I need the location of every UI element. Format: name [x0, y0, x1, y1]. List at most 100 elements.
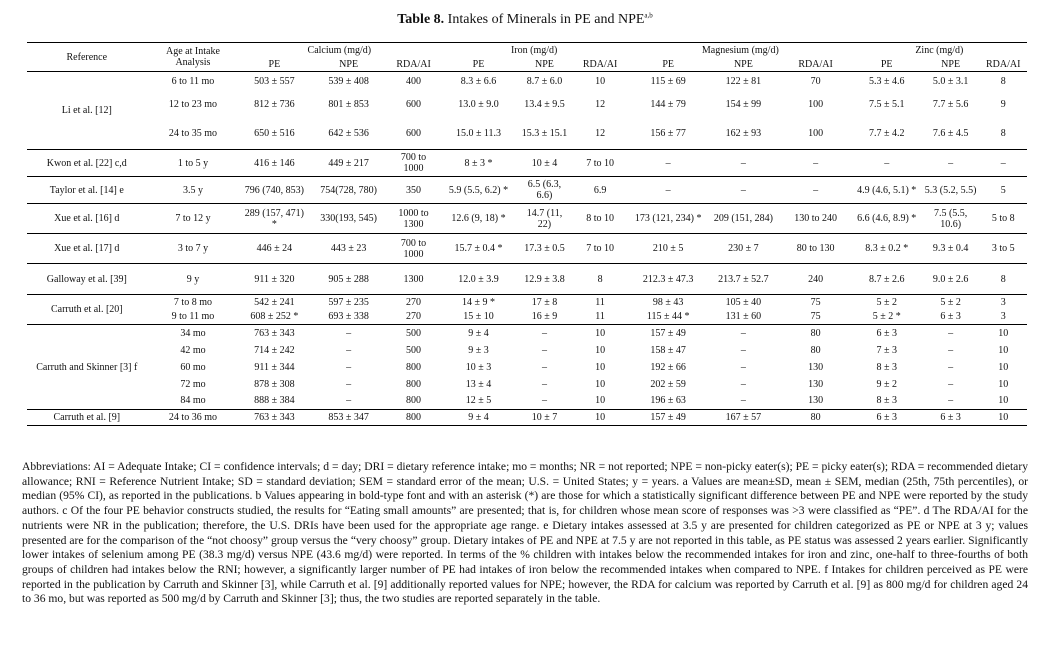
reference-cell: Xue et al. [17] d	[27, 233, 147, 264]
reference-cell: Li et al. [12]	[27, 71, 147, 150]
value-cell: 130	[808, 395, 824, 407]
value-cell: 13 ± 4	[465, 378, 492, 390]
value-cell: –	[541, 378, 547, 390]
value-cell: 80	[779, 324, 852, 342]
value-cell: 7.6 ± 4.5	[932, 127, 969, 139]
value-cell: 5.0 ± 3.1	[921, 71, 980, 92]
value-cell: 9.0 ± 2.6	[921, 263, 980, 295]
value-cell: 8 to 10	[571, 203, 629, 234]
reference-cell: Kwon et al. [22] c,d	[27, 149, 147, 177]
value-cell: 7 ± 3	[876, 344, 897, 356]
value-cell: –	[740, 361, 746, 373]
value-cell: 6.5 (6.3, 6.6)	[517, 176, 572, 204]
value-cell: –	[541, 395, 547, 407]
value-cell: 6 ± 3	[851, 324, 922, 342]
value-cell: 10	[998, 395, 1009, 407]
value-cell: –	[948, 361, 954, 373]
value-cell: –	[707, 149, 780, 177]
value-cell: 1300	[387, 263, 440, 295]
value-cell: –	[948, 378, 954, 390]
value-cell: 70	[779, 71, 852, 92]
value-cell: 158 ± 47	[650, 344, 686, 356]
subheader: NPE	[921, 57, 980, 72]
value-cell: 10	[595, 378, 606, 390]
reference-cell: Carruth et al. [9]	[27, 409, 147, 426]
age-cell: 84 mo	[180, 395, 206, 407]
value-cell: 210 ± 5	[628, 233, 708, 264]
value-cell: 13.4 ± 9.5	[524, 99, 565, 110]
value-cell: –	[707, 176, 780, 204]
header-age: Age at Intake Analysis	[146, 42, 240, 72]
value-cell: –	[628, 176, 708, 204]
value-cell: 130	[808, 361, 824, 373]
table-body: Li et al. [12] 6 to 11 mo 503 ± 557 539 ± 4…	[27, 71, 1027, 426]
value-cell: 80 to 130	[779, 233, 852, 264]
value-cell: 9 ± 4	[439, 324, 518, 342]
reference-cell: Taylor et al. [14] e	[27, 176, 147, 204]
value-cell: 10	[998, 378, 1009, 390]
value-cell: –	[740, 378, 746, 390]
value-cell: 15.0 ± 11.3	[455, 127, 502, 139]
value-cell: –	[346, 361, 352, 373]
value-cell: 157 ± 49	[628, 409, 708, 426]
value-cell: 105 ± 40	[707, 294, 780, 310]
value-cell: 14.7 (11, 22)	[517, 203, 572, 234]
value-cell: 270	[387, 294, 440, 310]
value-cell: 911 ± 320	[239, 263, 310, 295]
table-row: Carruth et al. [20] 7 to 8 mo 542 ± 241 597…	[27, 294, 1027, 325]
value-cell: –	[979, 149, 1027, 177]
value-cell: 8.3 ± 6.6	[439, 71, 518, 92]
value-cell: 131 ± 60	[725, 311, 762, 323]
value-cell: 196 ± 63	[650, 395, 686, 407]
value-cell: 8	[571, 263, 629, 295]
value-cell: –	[779, 176, 852, 204]
value-cell: 6 ± 3	[940, 311, 961, 323]
value-cell: 10	[998, 361, 1009, 373]
value-cell: 9 ± 4	[439, 409, 518, 426]
table-row: Galloway et al. [39] 9 y 911 ± 320 905 ± 28…	[27, 263, 1027, 295]
reference-cell: Carruth et al. [20]	[27, 294, 147, 325]
value-cell: 98 ± 43	[628, 294, 708, 310]
value-cell: 8 ± 3 *	[439, 149, 518, 177]
value-cell: –	[851, 149, 922, 177]
value-cell: 144 ± 79	[650, 99, 686, 110]
age-cell: 72 mo	[180, 378, 206, 390]
value-cell: 16 ± 9	[531, 311, 558, 323]
value-cell: 597 ± 235	[309, 294, 388, 310]
age-cell: 60 mo	[180, 361, 206, 373]
table-row: 72 mo 878 ± 308 – 800 13 ± 4 – 10 202 ± 59 – 130 9…	[27, 376, 1027, 393]
value-cell: 888 ± 384	[254, 395, 295, 407]
table-footnotes: Abbreviations: AI = Adequate Intake; CI …	[22, 460, 1028, 606]
value-cell: 12	[595, 99, 606, 110]
age-cell: 7 to 12 y	[146, 203, 240, 234]
subheader: NPE	[517, 57, 572, 72]
value-cell: 5	[979, 176, 1027, 204]
table-title: Intakes of Minerals in PE and NPE	[447, 12, 645, 27]
value-cell: –	[309, 324, 388, 342]
table-row: Carruth and Skinner [3] f 34 mo 763 ± 343–…	[27, 324, 1027, 410]
value-cell: –	[948, 344, 954, 356]
value-cell: 130 to 240	[779, 203, 852, 234]
value-cell: 8	[979, 71, 1027, 92]
value-cell: 650 ± 516	[254, 127, 295, 139]
value-cell: 100	[808, 99, 824, 110]
age-cell: 24 to 35 mo	[168, 127, 217, 139]
value-cell: 600	[406, 127, 422, 139]
header-reference: Reference	[27, 42, 147, 72]
value-cell: 330(193, 545)	[309, 203, 388, 234]
value-cell: –	[346, 344, 352, 356]
value-cell: 154 ± 99	[725, 99, 762, 110]
value-cell: 11	[571, 294, 629, 310]
value-cell: 700 to 1000	[387, 149, 440, 177]
table-label: Table 8.	[397, 12, 445, 27]
table-row: Kwon et al. [22] c,d 1 to 5 y 416 ± 146 449…	[27, 149, 1027, 177]
value-cell: 9	[1000, 99, 1006, 110]
value-cell: 911 ± 344	[254, 361, 295, 373]
value-cell: 8.7 ± 6.0	[517, 71, 572, 92]
value-cell: 5.3 ± 4.6	[851, 71, 922, 92]
table-row: Taylor et al. [14] e 3.5 y 796 (740, 853) 7…	[27, 176, 1027, 204]
value-cell: 14 ± 9 *	[439, 294, 518, 310]
table-title-sup: a,b	[644, 11, 653, 20]
